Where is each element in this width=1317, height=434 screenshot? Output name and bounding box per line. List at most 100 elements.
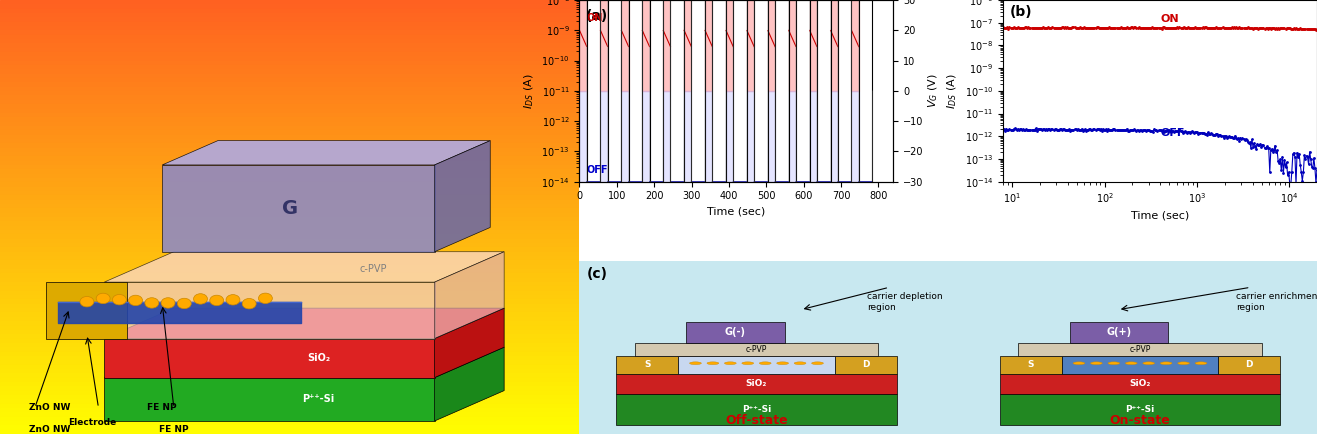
Bar <box>810 0 817 91</box>
Bar <box>0 208 579 213</box>
Circle shape <box>178 298 191 309</box>
Polygon shape <box>104 339 435 378</box>
Text: ON: ON <box>1160 14 1179 24</box>
Text: D: D <box>1246 361 1252 369</box>
Bar <box>622 91 628 182</box>
Bar <box>670 0 684 182</box>
Bar <box>0 30 579 35</box>
Bar <box>0 308 579 312</box>
Bar <box>0 117 579 122</box>
Bar <box>622 0 628 91</box>
Bar <box>0 326 579 330</box>
Bar <box>0 182 579 187</box>
Bar <box>789 0 795 91</box>
Bar <box>0 425 579 430</box>
Bar <box>0 299 579 304</box>
Bar <box>852 0 859 91</box>
Circle shape <box>194 294 208 304</box>
Bar <box>0 22 579 26</box>
Bar <box>0 174 579 178</box>
Bar <box>0 247 579 252</box>
Bar <box>768 91 776 182</box>
Bar <box>0 113 579 117</box>
Circle shape <box>1125 362 1137 365</box>
Bar <box>0 152 579 156</box>
Bar <box>1062 356 1218 374</box>
Bar <box>0 126 579 130</box>
Text: ZnO NW: ZnO NW <box>29 403 70 412</box>
Circle shape <box>161 298 175 308</box>
Bar <box>0 273 579 278</box>
Bar <box>0 382 579 386</box>
Text: c-PVP: c-PVP <box>1129 345 1151 354</box>
Text: OFF: OFF <box>1160 128 1184 138</box>
Bar <box>747 91 755 182</box>
Bar <box>0 252 579 256</box>
Polygon shape <box>162 165 435 252</box>
Bar <box>0 161 579 165</box>
Bar <box>0 408 579 412</box>
Bar <box>601 0 607 91</box>
Bar <box>831 91 838 182</box>
Bar <box>726 91 734 182</box>
Bar <box>0 100 579 104</box>
Bar <box>0 17 579 22</box>
Bar <box>810 91 817 182</box>
Circle shape <box>760 362 772 365</box>
Text: (b): (b) <box>1009 6 1033 20</box>
Text: c-PVP: c-PVP <box>745 345 768 354</box>
Bar <box>0 417 579 421</box>
Circle shape <box>258 293 273 303</box>
Bar <box>607 0 622 182</box>
Bar <box>643 91 649 182</box>
Bar <box>0 43 579 48</box>
Bar <box>0 395 579 399</box>
Bar <box>0 386 579 391</box>
Bar <box>0 87 579 91</box>
Bar <box>1000 395 1280 425</box>
Text: FE NP: FE NP <box>159 425 188 434</box>
Bar <box>789 91 795 182</box>
Bar <box>0 256 579 260</box>
Circle shape <box>1160 362 1172 365</box>
Bar <box>0 421 579 425</box>
Bar <box>616 374 897 395</box>
Circle shape <box>80 296 94 307</box>
Text: OFF: OFF <box>587 164 608 174</box>
Text: G: G <box>282 199 298 218</box>
Polygon shape <box>435 141 490 252</box>
Circle shape <box>1177 362 1189 365</box>
Bar <box>747 0 755 91</box>
Bar <box>691 0 705 182</box>
Bar <box>0 330 579 334</box>
Text: P⁺⁺-Si: P⁺⁺-Si <box>303 394 335 404</box>
Bar <box>0 373 579 378</box>
Bar <box>0 148 579 152</box>
Bar <box>0 312 579 317</box>
Circle shape <box>96 293 111 304</box>
Bar <box>0 52 579 56</box>
Bar <box>0 339 579 343</box>
Polygon shape <box>104 282 435 339</box>
Bar <box>0 378 579 382</box>
Bar <box>0 26 579 30</box>
Bar <box>852 91 859 182</box>
Bar <box>616 356 678 374</box>
Text: carrier depletion
region: carrier depletion region <box>867 293 943 312</box>
Bar <box>0 391 579 395</box>
Bar <box>726 0 734 91</box>
Bar <box>1000 374 1280 395</box>
Text: S: S <box>1027 361 1034 369</box>
Bar <box>0 204 579 208</box>
Bar <box>0 78 579 82</box>
Text: (a): (a) <box>586 9 608 23</box>
Bar <box>0 13 579 17</box>
Text: G(+): G(+) <box>1106 327 1131 337</box>
Circle shape <box>794 362 806 365</box>
Bar <box>0 69 579 74</box>
Bar <box>0 65 579 69</box>
X-axis label: Time (sec): Time (sec) <box>1131 211 1189 221</box>
Bar <box>1218 356 1280 374</box>
Polygon shape <box>104 308 504 339</box>
Bar <box>0 278 579 282</box>
